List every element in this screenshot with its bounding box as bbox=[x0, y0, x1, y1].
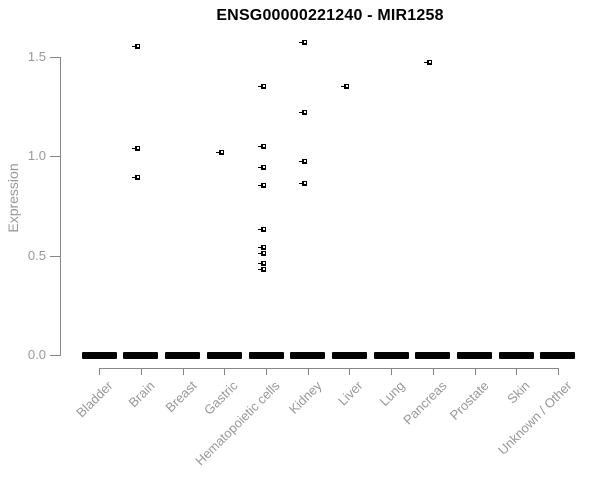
zero-expression-dash bbox=[207, 352, 242, 359]
y-axis-tick bbox=[50, 57, 60, 58]
y-axis-tick bbox=[50, 256, 60, 257]
y-tick-label: 0.0 bbox=[27, 347, 46, 362]
data-point bbox=[258, 144, 266, 149]
x-axis-tick bbox=[475, 368, 476, 375]
data-point bbox=[299, 181, 307, 186]
x-axis-tick bbox=[183, 368, 184, 375]
zero-expression-dash bbox=[457, 352, 492, 359]
x-axis-tick bbox=[433, 368, 434, 375]
data-point bbox=[299, 159, 307, 164]
data-point bbox=[216, 150, 224, 155]
y-tick-label: 1.5 bbox=[27, 49, 46, 64]
data-point bbox=[132, 175, 140, 180]
data-point bbox=[258, 227, 266, 232]
x-axis-tick bbox=[266, 368, 267, 375]
x-axis-tick bbox=[558, 368, 559, 375]
data-point bbox=[299, 40, 307, 45]
data-point bbox=[424, 60, 432, 65]
data-point bbox=[258, 84, 266, 89]
zero-expression-dash bbox=[415, 352, 450, 359]
y-axis-title: Expression bbox=[5, 163, 21, 233]
zero-expression-dash bbox=[290, 352, 325, 359]
y-tick-label: 0.5 bbox=[27, 248, 46, 263]
zero-expression-dash bbox=[374, 352, 409, 359]
data-point bbox=[258, 261, 266, 266]
data-point bbox=[258, 165, 266, 170]
x-axis-tick bbox=[516, 368, 517, 375]
x-axis-tick bbox=[99, 368, 100, 375]
y-axis-line bbox=[60, 57, 61, 356]
x-axis-tick bbox=[224, 368, 225, 375]
zero-expression-dash bbox=[499, 352, 534, 359]
x-axis-tick bbox=[349, 368, 350, 375]
data-point bbox=[258, 251, 266, 256]
zero-expression-dash bbox=[540, 352, 575, 359]
y-axis-tick bbox=[50, 355, 60, 356]
data-point bbox=[132, 44, 140, 49]
x-axis-tick bbox=[141, 368, 142, 375]
zero-expression-dash bbox=[332, 352, 367, 359]
y-axis-tick bbox=[50, 156, 60, 157]
chart-title: ENSG00000221240 - MIR1258 bbox=[216, 7, 444, 24]
zero-expression-dash bbox=[123, 352, 158, 359]
data-point bbox=[299, 110, 307, 115]
data-point bbox=[132, 146, 140, 151]
data-point bbox=[258, 245, 266, 250]
zero-expression-dash bbox=[82, 352, 117, 359]
data-point bbox=[341, 84, 349, 89]
data-point bbox=[258, 267, 266, 272]
x-axis-tick bbox=[391, 368, 392, 375]
zero-expression-dash bbox=[165, 352, 200, 359]
y-tick-label: 1.0 bbox=[27, 148, 46, 163]
x-axis-line bbox=[99, 368, 558, 369]
zero-expression-dash bbox=[249, 352, 284, 359]
x-axis-tick bbox=[308, 368, 309, 375]
data-point bbox=[258, 183, 266, 188]
